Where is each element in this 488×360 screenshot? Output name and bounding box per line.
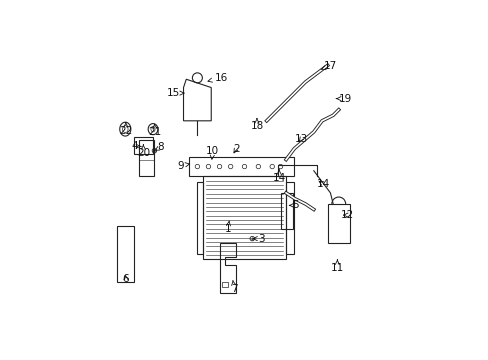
Text: 5: 5 <box>289 201 299 210</box>
Text: 15: 15 <box>167 88 183 98</box>
Text: 17: 17 <box>320 61 336 71</box>
Text: 14: 14 <box>316 179 329 189</box>
Text: 11: 11 <box>330 260 343 273</box>
Text: 3: 3 <box>253 234 264 244</box>
Text: 21: 21 <box>148 124 162 137</box>
Text: 4: 4 <box>131 141 141 151</box>
Text: 12: 12 <box>340 210 353 220</box>
Text: 2: 2 <box>232 144 239 154</box>
Text: 19: 19 <box>336 94 351 104</box>
Text: 9: 9 <box>177 161 189 171</box>
Text: 7: 7 <box>230 281 237 293</box>
Text: 6: 6 <box>122 274 129 284</box>
Text: 8: 8 <box>154 142 164 152</box>
Text: 20: 20 <box>137 145 150 158</box>
Text: 18: 18 <box>250 118 263 131</box>
Text: 14: 14 <box>272 170 285 183</box>
Text: 1: 1 <box>224 221 231 234</box>
Text: 16: 16 <box>207 73 227 83</box>
Text: 22: 22 <box>119 123 132 135</box>
Text: 10: 10 <box>205 146 219 159</box>
Text: 13: 13 <box>294 134 307 144</box>
